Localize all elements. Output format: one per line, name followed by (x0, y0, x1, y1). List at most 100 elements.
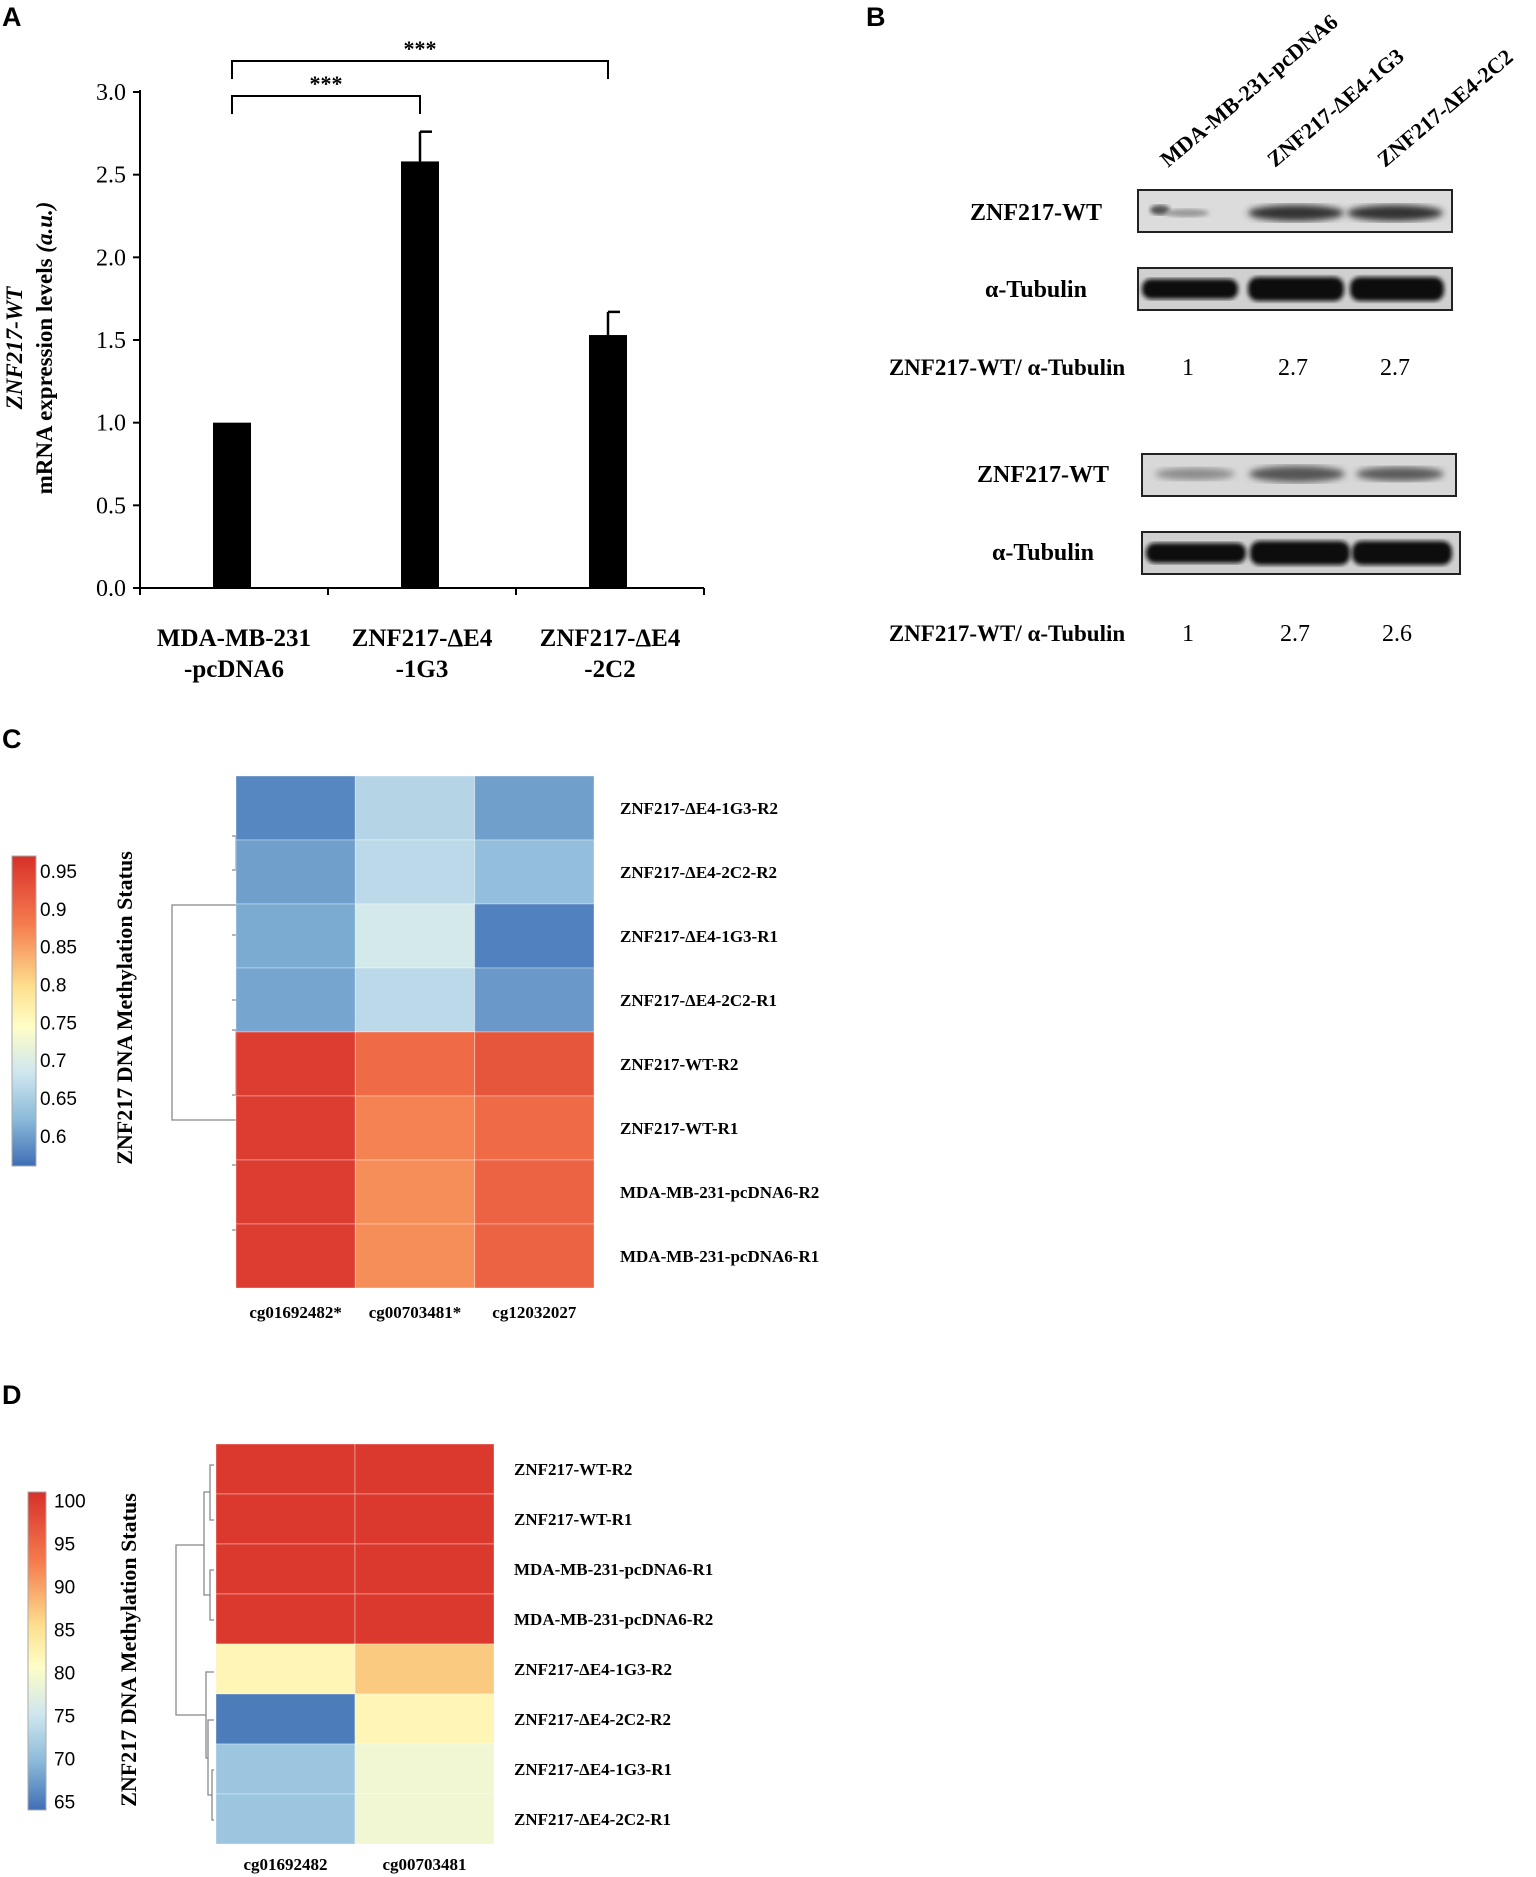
heatmap-cell (354, 1031, 476, 1097)
bar (213, 422, 251, 588)
category-label: ZNF217-ΔE4 (540, 625, 681, 652)
heatmap-cell (235, 1095, 356, 1161)
row-label: ZNF217-ΔE4-2C2-R2 (620, 863, 777, 882)
row-label: ZNF217-WT-R2 (620, 1055, 738, 1074)
heatmap-cell (474, 967, 595, 1033)
y-tick-label: 0.0 (96, 576, 126, 602)
heatmap-cell (474, 1223, 595, 1289)
heatmap-cell (235, 1159, 356, 1225)
column-label: cg12032027 (492, 1303, 577, 1322)
colorbar-d (27, 1491, 47, 1811)
heatmap-cell (354, 839, 476, 905)
row-label: ZNF217-ΔE4-2C2-R2 (514, 1710, 671, 1729)
heatmap-d-column-labels: cg01692482 cg00703481 (243, 1855, 466, 1874)
heatmap-cell (215, 1543, 356, 1595)
blot2-znf217-label: ZNF217-WT (977, 462, 1109, 488)
heatmap-cell (235, 1031, 356, 1097)
heatmap-cell (215, 1643, 356, 1695)
colorbar-tick-label: 85 (54, 1621, 75, 1642)
row-label: ZNF217-ΔE4-2C2-R1 (514, 1810, 671, 1829)
blot1-tubulin-label: α-Tubulin (985, 277, 1087, 303)
significance-bracket (231, 95, 421, 114)
heatmap-cell (354, 1095, 476, 1161)
colorbar-tick-label: 0.6 (40, 1127, 66, 1148)
y-axis-title-unit: (a.u.) (32, 202, 57, 253)
significance-stars: *** (404, 36, 437, 61)
colorbar-d-ticks: 100 95 90 85 80 75 70 65 (54, 1492, 86, 1814)
colorbar-tick-label: 95 (54, 1535, 75, 1556)
blot2-ratio-label: ZNF217-WT/ α-Tubulin (889, 621, 1126, 646)
bar-chart-axes: 0.0 0.5 1.0 1.5 2.0 2.5 3.0 (96, 80, 705, 602)
heatmap-cell (354, 1223, 476, 1289)
row-label: ZNF217-WT-R1 (514, 1510, 632, 1529)
y-axis-title-gene: ZNF217-WT (2, 286, 27, 411)
row-label: ZNF217-WT-R2 (514, 1460, 632, 1479)
heatmap-cell (474, 1159, 595, 1225)
heatmap-cell (474, 1095, 595, 1161)
heatmap-c-column-labels: cg01692482* cg00703481* cg12032027 (249, 1303, 576, 1322)
heatmap-cell (474, 775, 595, 841)
blot1-ratio-1: 1 (1182, 355, 1194, 381)
heatmap-cell (215, 1743, 356, 1795)
y-tick-label: 2.5 (96, 163, 126, 189)
bar-chart-a: 0.0 0.5 1.0 1.5 2.0 2.5 3.0 *** *** MDA-MB-231 -… (2, 36, 705, 683)
heatmap-c: 0.95 0.9 0.85 0.8 0.75 0.7 0.65 0.6 ZNF217 DNA … (11, 775, 819, 1322)
colorbar-c (11, 855, 37, 1167)
blot1-ratio-2: 2.7 (1278, 355, 1308, 381)
colorbar-tick-label: 65 (54, 1792, 75, 1813)
category-label: -2C2 (584, 656, 635, 683)
colorbar-tick-label: 0.85 (40, 938, 77, 959)
row-label: MDA-MB-231-pcDNA6-R2 (620, 1183, 819, 1202)
colorbar-tick-label: 90 (54, 1578, 75, 1599)
heatmap-cell (354, 1543, 495, 1595)
colorbar-tick-label: 75 (54, 1706, 75, 1727)
y-tick-label: 3.0 (96, 80, 126, 106)
y-tick-label: 1.0 (96, 411, 126, 437)
column-label: cg01692482* (249, 1303, 342, 1322)
heatmap-cell (215, 1693, 356, 1745)
colorbar-c-ticks: 0.95 0.9 0.85 0.8 0.75 0.7 0.65 0.6 (40, 862, 77, 1148)
colorbar-tick-label: 70 (54, 1749, 75, 1770)
lane-label-1: MDA-MB-231-pcDNA6 (1155, 9, 1342, 172)
colorbar-tick-label: 0.65 (40, 1089, 77, 1110)
y-tick-label: 0.5 (96, 493, 126, 519)
heatmap-cell (474, 1031, 595, 1097)
heatmap-cell (354, 1793, 495, 1845)
category-label: -1G3 (396, 656, 449, 683)
y-axis-title-text: mRNA expression levels (32, 258, 57, 494)
category-label: ZNF217-ΔE4 (352, 625, 493, 652)
heatmap-cell (354, 1743, 495, 1795)
row-label: MDA-MB-231-pcDNA6-R2 (514, 1610, 713, 1629)
blot1-znf217-label: ZNF217-WT (970, 200, 1102, 226)
heatmap-d-y-title: ZNF217 DNA Methylation Status (116, 1493, 141, 1807)
row-label: MDA-MB-231-pcDNA6-R1 (620, 1247, 819, 1266)
category-label: -pcDNA6 (184, 656, 284, 683)
bar-chart-bars (213, 130, 627, 588)
row-label: MDA-MB-231-pcDNA6-R1 (514, 1560, 713, 1579)
heatmap-cell (354, 1693, 495, 1745)
heatmap-cell (354, 1493, 495, 1545)
heatmap-c-row-labels: ZNF217-ΔE4-1G3-R2 ZNF217-ΔE4-2C2-R2 ZNF217… (620, 799, 819, 1266)
panel-letter-a: A (2, 2, 22, 32)
western-blot-panel: MDA-MB-231-pcDNA6 ZNF217-ΔE4-1G3 ZNF217-… (889, 9, 1518, 647)
blot2-ratio-3: 2.6 (1382, 621, 1412, 647)
bar (401, 161, 439, 588)
heatmap-cell (235, 839, 356, 905)
heatmap-cell (354, 1159, 476, 1225)
panel-letter-d: D (2, 1380, 22, 1410)
heatmap-cell (235, 775, 356, 841)
heatmap-cell (474, 903, 595, 969)
heatmap-cell (215, 1593, 356, 1645)
row-label: ZNF217-ΔE4-1G3-R2 (620, 799, 778, 818)
heatmap-cell (235, 967, 356, 1033)
heatmap-c-y-title: ZNF217 DNA Methylation Status (112, 851, 137, 1165)
heatmap-d-cells (215, 1443, 495, 1845)
heatmap-cell (354, 775, 476, 841)
heatmap-cell (235, 1223, 356, 1289)
heatmap-d-row-labels: ZNF217-WT-R2 ZNF217-WT-R1 MDA-MB-231-pcDNA… (514, 1460, 713, 1829)
y-tick-label: 1.5 (96, 328, 126, 354)
column-label: cg01692482 (243, 1855, 327, 1874)
heatmap-cell (215, 1793, 356, 1845)
heatmap-cell (235, 903, 356, 969)
